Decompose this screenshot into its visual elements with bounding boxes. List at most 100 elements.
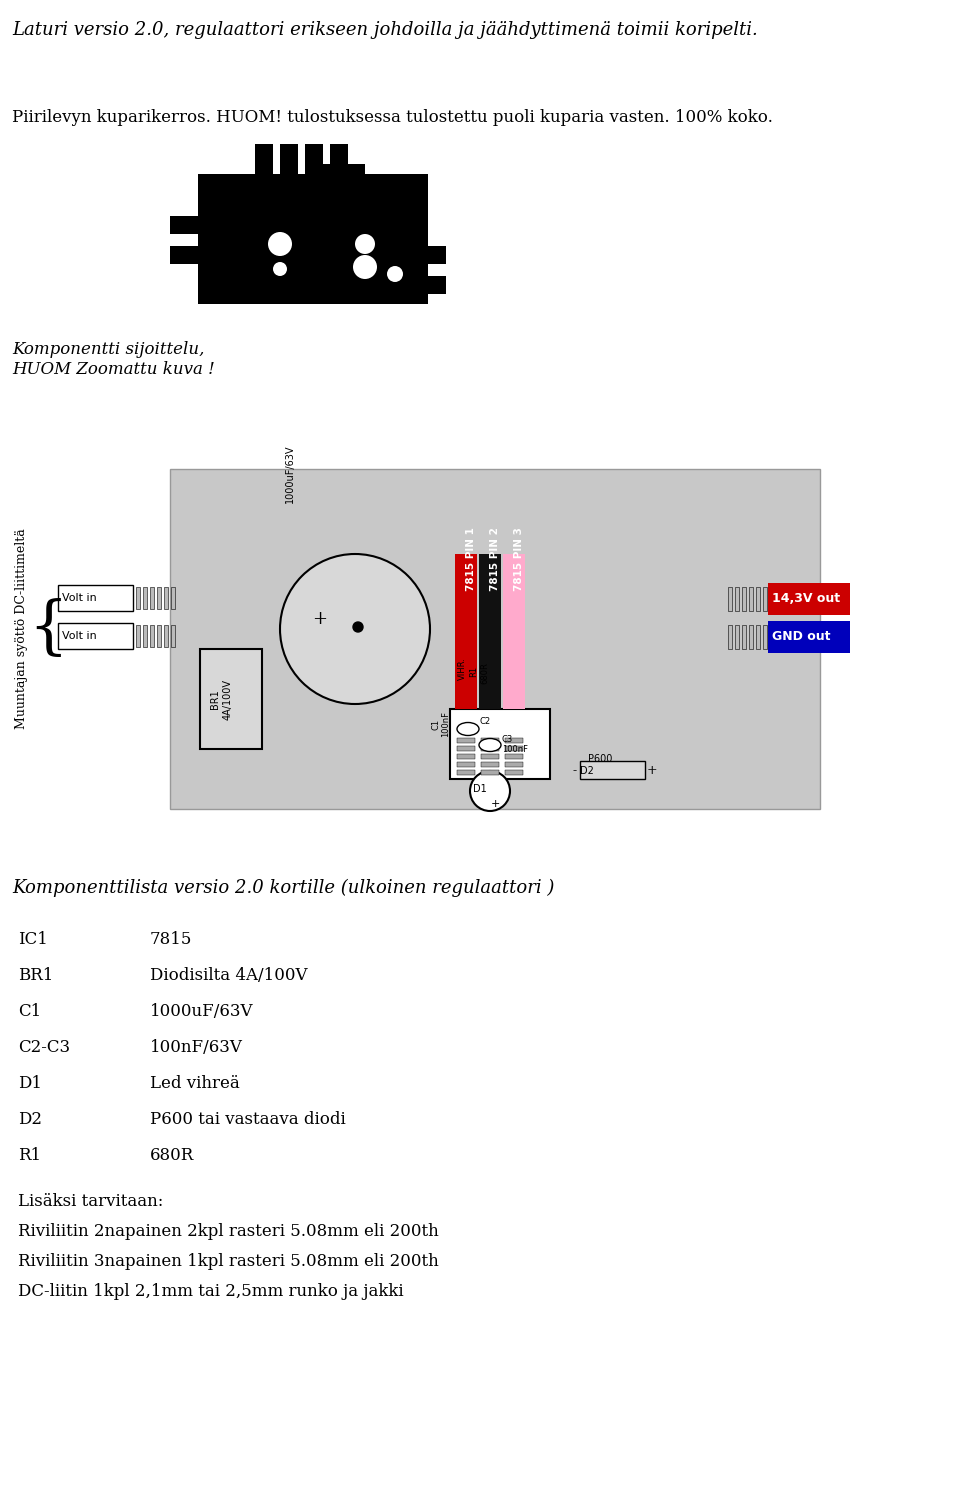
Text: Volt in: Volt in xyxy=(62,631,97,640)
Text: 680R: 680R xyxy=(150,1147,194,1164)
Circle shape xyxy=(470,771,510,812)
Text: D2: D2 xyxy=(580,765,594,776)
Bar xyxy=(280,144,298,174)
Bar xyxy=(310,164,365,185)
Text: C3: C3 xyxy=(502,734,514,743)
Text: VIHR.: VIHR. xyxy=(458,658,467,680)
Text: Lisäksi tarvitaan:: Lisäksi tarvitaan: xyxy=(18,1193,163,1211)
Text: 7815 PIN 3: 7815 PIN 3 xyxy=(514,527,524,591)
Circle shape xyxy=(355,234,375,255)
Bar xyxy=(505,739,523,743)
Text: Muuntajan syöttö DC-liittimeltä: Muuntajan syöttö DC-liittimeltä xyxy=(15,529,29,730)
Text: Komponentti sijoittelu,
HUOM Zoomattu kuva !: Komponentti sijoittelu, HUOM Zoomattu ku… xyxy=(12,341,215,378)
Ellipse shape xyxy=(457,722,479,736)
Bar xyxy=(255,144,273,174)
Text: 7815: 7815 xyxy=(150,931,192,948)
Bar xyxy=(457,770,475,774)
Bar xyxy=(428,275,446,293)
Text: 1000uF/63V: 1000uF/63V xyxy=(285,445,295,503)
Circle shape xyxy=(268,232,292,256)
Text: Led vihreä: Led vihreä xyxy=(150,1075,240,1091)
Text: D2: D2 xyxy=(18,1111,42,1129)
Circle shape xyxy=(353,255,377,278)
Bar xyxy=(768,621,850,654)
Bar xyxy=(450,709,550,779)
Text: GND out: GND out xyxy=(772,630,830,643)
Bar xyxy=(728,625,732,649)
Bar xyxy=(200,649,262,749)
Text: 14,3V out: 14,3V out xyxy=(772,593,840,606)
Bar xyxy=(768,584,850,615)
Bar xyxy=(505,746,523,750)
Bar xyxy=(198,174,258,208)
Text: C1: C1 xyxy=(431,718,441,730)
Bar xyxy=(457,762,475,767)
Bar xyxy=(58,585,133,610)
Bar xyxy=(756,625,760,649)
Bar xyxy=(505,762,523,767)
Bar xyxy=(143,625,147,648)
Bar xyxy=(481,770,499,774)
Text: Laturi versio 2.0, regulaattori erikseen johdoilla ja jäähdyttimenä toimii korip: Laturi versio 2.0, regulaattori erikseen… xyxy=(12,21,757,39)
Bar xyxy=(728,587,732,610)
Bar xyxy=(481,739,499,743)
Bar xyxy=(136,625,140,648)
Text: P600: P600 xyxy=(588,753,612,764)
Text: DC-liitin 1kpl 2,1mm tai 2,5mm runko ja jakki: DC-liitin 1kpl 2,1mm tai 2,5mm runko ja … xyxy=(18,1284,403,1300)
Text: Diodisilta 4A/100V: Diodisilta 4A/100V xyxy=(150,966,307,984)
Bar xyxy=(503,554,525,709)
Text: 7815 PIN 2: 7815 PIN 2 xyxy=(490,527,500,591)
Bar xyxy=(505,770,523,774)
Bar xyxy=(164,587,168,609)
Text: C2: C2 xyxy=(480,716,492,725)
Text: 680R: 680R xyxy=(481,663,490,683)
Bar xyxy=(143,587,147,609)
Bar xyxy=(457,746,475,750)
Bar xyxy=(455,554,477,709)
Bar xyxy=(749,625,753,649)
Text: Riviliitin 3napainen 1kpl rasteri 5.08mm eli 200th: Riviliitin 3napainen 1kpl rasteri 5.08mm… xyxy=(18,1254,439,1270)
Text: BR1: BR1 xyxy=(18,966,54,984)
Bar xyxy=(198,174,428,304)
Bar xyxy=(749,587,753,610)
Text: Riviliitin 2napainen 2kpl rasteri 5.08mm eli 200th: Riviliitin 2napainen 2kpl rasteri 5.08mm… xyxy=(18,1222,439,1240)
Bar xyxy=(330,144,348,174)
Bar xyxy=(305,144,323,174)
Bar xyxy=(481,753,499,759)
Bar xyxy=(170,216,198,234)
Circle shape xyxy=(280,554,430,704)
Text: BR1: BR1 xyxy=(210,689,220,709)
Bar xyxy=(742,625,746,649)
Bar xyxy=(170,246,198,264)
Ellipse shape xyxy=(479,739,501,752)
Bar xyxy=(481,762,499,767)
Bar xyxy=(150,587,154,609)
Text: -: - xyxy=(573,764,577,777)
Bar xyxy=(136,587,140,609)
Circle shape xyxy=(266,255,294,283)
Text: {: { xyxy=(28,599,68,660)
Bar xyxy=(742,587,746,610)
Bar xyxy=(457,753,475,759)
Bar xyxy=(481,746,499,750)
Text: R1: R1 xyxy=(469,666,478,676)
Bar xyxy=(340,240,395,293)
Bar xyxy=(157,587,161,609)
Circle shape xyxy=(273,262,287,275)
Text: Volt in: Volt in xyxy=(62,593,97,603)
Bar xyxy=(735,587,739,610)
Text: 1000uF/63V: 1000uF/63V xyxy=(150,1004,253,1020)
Bar xyxy=(58,622,133,649)
Circle shape xyxy=(387,267,403,281)
Bar xyxy=(171,587,175,609)
Text: 4A/100V: 4A/100V xyxy=(223,679,233,719)
Bar xyxy=(150,625,154,648)
Text: R1: R1 xyxy=(18,1147,41,1164)
Bar xyxy=(763,587,767,610)
Text: P600 tai vastaava diodi: P600 tai vastaava diodi xyxy=(150,1111,346,1129)
Bar xyxy=(763,625,767,649)
Bar xyxy=(170,469,820,809)
Text: D1: D1 xyxy=(18,1075,42,1091)
Bar xyxy=(171,625,175,648)
Bar xyxy=(457,739,475,743)
